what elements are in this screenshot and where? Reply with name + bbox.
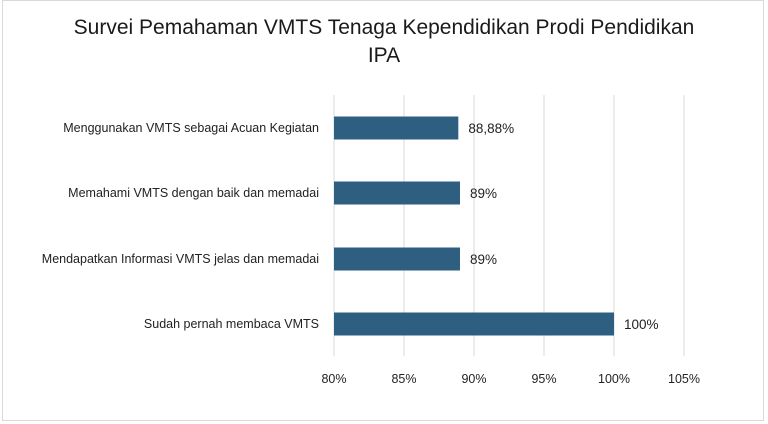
category-label-3: Sudah pernah membaca VMTS bbox=[144, 317, 319, 331]
x-tick-label-1: 85% bbox=[391, 372, 416, 386]
x-tick-label-5: 105% bbox=[668, 372, 700, 386]
chart-title-line-2: IPA bbox=[367, 44, 401, 67]
data-label-1: 89% bbox=[470, 186, 497, 201]
category-label-1: Memahami VMTS dengan baik dan memadai bbox=[68, 186, 319, 200]
chart-title: Survei Pemahaman VMTS Tenaga Kependidika… bbox=[0, 14, 768, 70]
x-tick-label-0: 80% bbox=[321, 372, 346, 386]
chart-title-line-1: Survei Pemahaman VMTS Tenaga Kependidika… bbox=[73, 16, 695, 39]
x-tick-label-4: 100% bbox=[598, 372, 630, 386]
data-label-2: 89% bbox=[470, 252, 497, 267]
category-label-2: Mendapatkan Informasi VMTS jelas dan mem… bbox=[42, 252, 319, 266]
data-label-3: 100% bbox=[624, 317, 659, 332]
x-tick-label-3: 95% bbox=[531, 372, 556, 386]
bar-3 bbox=[334, 312, 614, 336]
data-label-0: 88,88% bbox=[468, 121, 514, 136]
bar-2 bbox=[334, 247, 460, 271]
x-tick-label-2: 90% bbox=[461, 372, 486, 386]
category-label-0: Menggunakan VMTS sebagai Acuan Kegiatan bbox=[63, 121, 319, 135]
bar-0 bbox=[334, 116, 459, 140]
bar-1 bbox=[334, 181, 460, 205]
